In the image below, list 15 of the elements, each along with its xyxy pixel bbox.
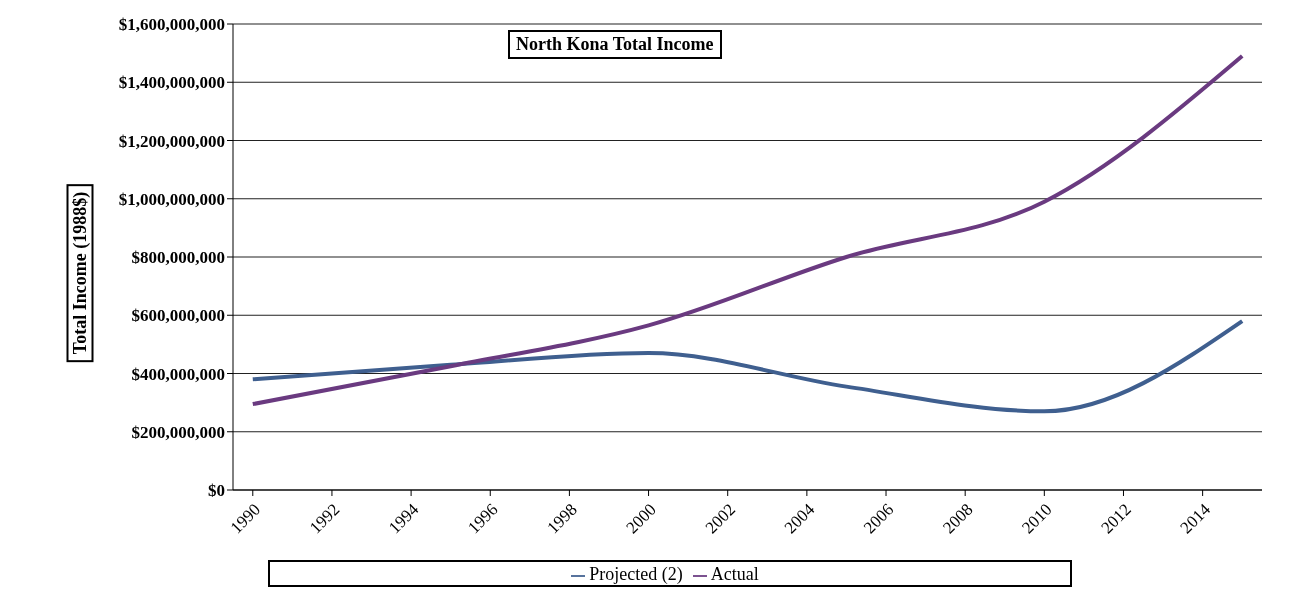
y-axis-title: Total Income (1988$) xyxy=(66,183,94,363)
y-tick-label: $1,400,000,000 xyxy=(118,73,225,93)
line-series xyxy=(250,54,1245,407)
legend-label: Projected (2) xyxy=(589,564,683,584)
y-tick-label: $200,000,000 xyxy=(131,422,225,442)
y-tick-label: $1,200,000,000 xyxy=(118,131,225,151)
y-tick-label: $1,000,000,000 xyxy=(118,189,225,209)
y-tick-label: $0 xyxy=(208,481,225,501)
y-tick-label: $1,600,000,000 xyxy=(118,15,225,35)
line-series xyxy=(250,319,1245,414)
y-tick-label: $600,000,000 xyxy=(131,306,225,326)
legend-label: Actual xyxy=(710,564,759,584)
y-tick-label: $400,000,000 xyxy=(131,364,225,384)
y-tick-label: $800,000,000 xyxy=(131,248,225,268)
text: North Kona Total Income xyxy=(508,30,722,59)
